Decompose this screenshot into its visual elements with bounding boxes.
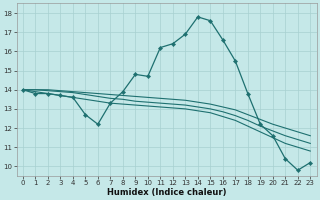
X-axis label: Humidex (Indice chaleur): Humidex (Indice chaleur) — [107, 188, 226, 197]
